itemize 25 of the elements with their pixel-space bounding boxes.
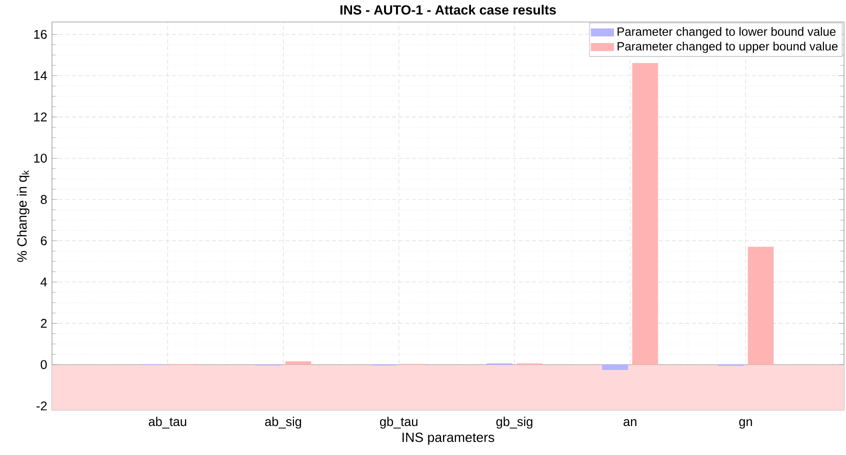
y-tick-label: 16 [34,30,47,39]
x-axis-title: INS parameters [402,432,494,445]
bar [632,63,658,365]
y-tick-label: 4 [40,278,47,286]
x-tick-label: gn [739,419,752,429]
y-tick-label: 6 [40,236,47,246]
y-axis-title: % Change in q$_{k}$ [16,170,30,262]
x-tick-label: ab_sig [265,416,302,429]
y-tick-label: 14 [34,71,47,80]
x-tick-label: an [624,419,636,426]
chart-title: INS - AUTO-1 - Attack case results [340,4,556,15]
y-tick-label: 12 [34,112,47,122]
y-tick-label: 8 [40,195,47,204]
y-tick-label: 0 [40,360,47,370]
y-tick-label: 2 [40,318,47,328]
legend-label: Parameter changed to lower bound value [618,27,836,38]
x-tick-label: ab_tau [148,416,186,428]
bar [602,364,628,370]
legend-label: Parameter changed to upper bound value [618,42,838,53]
bar [285,361,312,365]
y-tick-label: 10 [34,154,47,163]
y-tick-label: -2 [36,401,47,410]
bar [748,246,774,365]
x-tick-label: gb_sig [496,416,532,429]
x-tick-label: gb_tau [380,416,418,429]
